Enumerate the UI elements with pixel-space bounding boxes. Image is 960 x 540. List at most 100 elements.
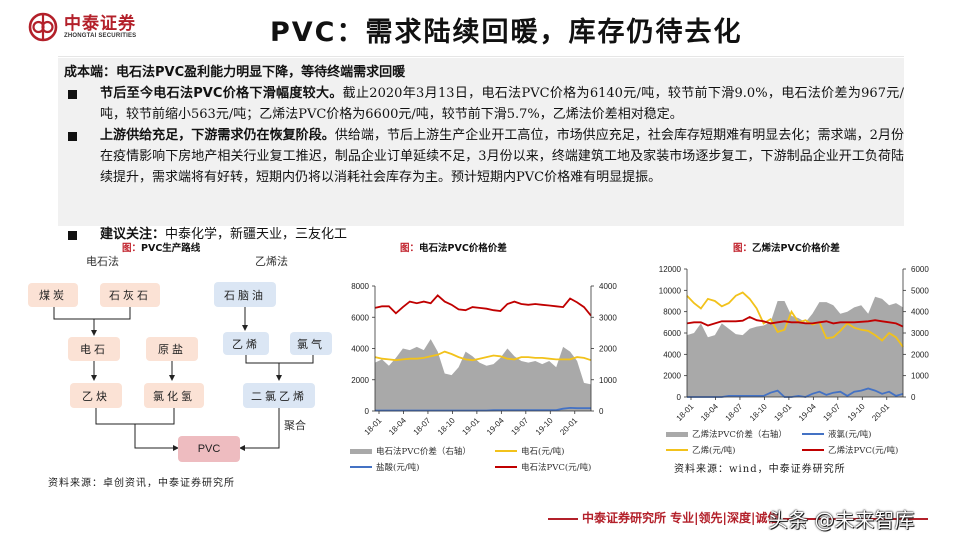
polymerization-label: 聚合 [284, 419, 306, 432]
footer-slogan: 中泰证券研究所 专业|领先|深度|诚信 [578, 509, 784, 526]
svg-text:6000: 6000 [663, 329, 681, 338]
legend-swatch-area [666, 431, 688, 437]
legend-swatch-line [350, 466, 372, 468]
legend-swatch-line [666, 449, 688, 451]
logo-chinese-name: 中泰证券 [64, 14, 136, 34]
route-label-ethylene: 乙烯法 [255, 255, 288, 268]
node-limestone: 石灰石 [100, 283, 160, 307]
logo-english-name: ZHONGTAI SECURITIES [64, 33, 137, 39]
svg-text:1000: 1000 [911, 372, 929, 381]
svg-text:19-10: 19-10 [846, 402, 867, 423]
chart2-source-note: 资料来源：wind，中泰证券研究所 [674, 464, 846, 475]
svg-text:20-01: 20-01 [870, 402, 891, 423]
svg-text:19-04: 19-04 [485, 416, 506, 435]
svg-text:2000: 2000 [599, 345, 617, 354]
header-divider [58, 56, 904, 57]
svg-text:0: 0 [911, 393, 916, 402]
svg-text:8000: 8000 [663, 308, 681, 317]
svg-text:19-07: 19-07 [821, 402, 842, 423]
svg-text:6000: 6000 [351, 313, 369, 322]
svg-text:12000: 12000 [659, 265, 682, 274]
bullet-square-icon [68, 231, 77, 240]
watermark: 头条 @未来智库 [768, 508, 915, 532]
node-calcium-carbide: 电石 [68, 337, 120, 361]
svg-text:18-01: 18-01 [675, 402, 696, 423]
recommendation-text: 中泰化学，新疆天业，三友化工 [165, 227, 348, 242]
svg-text:4000: 4000 [911, 308, 929, 317]
summary-background [58, 58, 904, 226]
svg-text:6000: 6000 [911, 265, 929, 274]
svg-text:19-01: 19-01 [772, 402, 793, 423]
page-title: PVC：需求陆续回暖，库存仍待去化 [270, 17, 743, 48]
svg-text:19-04: 19-04 [797, 402, 818, 423]
node-pvc: PVC [178, 436, 240, 462]
zhongtai-logo-icon [28, 12, 58, 42]
chart2-legend: 乙烯法PVC价差（右轴） 液氯(元/吨) 乙烯(元/吨) 乙烯法PVC(元/吨) [666, 428, 946, 458]
svg-text:20-01: 20-01 [558, 416, 579, 435]
footer: 中泰证券研究所 专业|领先|深度|诚信 头条 @未来智库 [0, 500, 960, 540]
svg-text:4000: 4000 [599, 282, 617, 291]
svg-text:5000: 5000 [911, 286, 929, 295]
svg-text:18-10: 18-10 [748, 402, 769, 423]
node-hydrogen-chloride: 氯化氢 [144, 383, 204, 408]
svg-text:18-07: 18-07 [412, 416, 433, 435]
chart1-title: 图：电石法PVC价格价差 [400, 243, 507, 254]
bullet-text: 截止2020年3月13日，电石法PVC价格为6140元/吨，较节前下滑9.0%，… [100, 86, 904, 122]
bullet-text: 供给端，节后上游生产企业开工高位，市场供应充足，社会库存短期难有明显去化；需求端… [100, 128, 904, 185]
header: 中泰证券 ZHONGTAI SECURITIES PVC：需求陆续回暖，库存仍待… [0, 0, 960, 58]
node-raw-salt: 原盐 [146, 337, 198, 361]
node-chlorine: 氯气 [290, 332, 332, 355]
svg-text:0: 0 [599, 407, 604, 416]
svg-text:4000: 4000 [663, 350, 681, 359]
svg-text:18-07: 18-07 [724, 402, 745, 423]
legend-swatch-line [495, 450, 517, 452]
recommendation-label: 建议关注： [100, 227, 166, 242]
svg-text:19-01: 19-01 [460, 416, 481, 435]
svg-text:2000: 2000 [351, 376, 369, 385]
summary-bullet: 节后至今电石法PVC价格下滑幅度较大。截止2020年3月13日，电石法PVC价格… [64, 83, 904, 125]
legend-swatch-area [350, 448, 372, 454]
node-acetylene: 乙炔 [70, 383, 122, 408]
node-naphtha: 石脑油 [214, 282, 276, 307]
svg-text:8000: 8000 [351, 282, 369, 291]
node-ethylene: 乙烯 [223, 332, 269, 355]
bullet-square-icon [68, 132, 77, 141]
svg-text:19-07: 19-07 [509, 416, 530, 435]
pvc-production-flowchart: 电石法 乙烯法 煤炭 石灰石 电石 原盐 乙炔 氯化氢 石脑油 乙烯 氯气 二氯… [0, 245, 332, 495]
flow-figure-title: 图：PVC生产路线 [122, 243, 201, 254]
svg-text:0: 0 [365, 407, 370, 416]
svg-text:1000: 1000 [599, 376, 617, 385]
svg-text:18-04: 18-04 [387, 416, 408, 435]
svg-text:2000: 2000 [911, 350, 929, 359]
recommendation: 建议关注：中泰化学，新疆天业，三友化工 [64, 224, 347, 245]
node-coal: 煤炭 [28, 283, 78, 307]
legend-swatch-line [802, 449, 824, 451]
svg-text:3000: 3000 [911, 329, 929, 338]
company-logo: 中泰证券 ZHONGTAI SECURITIES [28, 12, 136, 42]
chart2-title: 图：乙烯法PVC价格价差 [733, 243, 840, 254]
chart1-legend: 电石法PVC价差（右轴） 电石(元/吨) 盐酸(元/吨) 电石法PVC(元/吨) [350, 445, 630, 475]
svg-text:19-10: 19-10 [534, 416, 555, 435]
svg-text:2000: 2000 [663, 372, 681, 381]
legend-swatch-line [802, 433, 824, 435]
bullet-heading: 上游供给充足，下游需求仍在恢复阶段。 [100, 128, 335, 143]
summary-lead: 成本端：电石法PVC盈利能力明显下降，等待终端需求回暖 [64, 65, 406, 80]
svg-text:3000: 3000 [599, 313, 617, 322]
flow-connectors [53, 307, 314, 451]
route-label-carbide: 电石法 [86, 255, 119, 268]
svg-text:0: 0 [677, 393, 682, 402]
legend-swatch-line [495, 466, 517, 468]
node-dichloroethylene: 二氯乙烯 [243, 383, 315, 408]
ethylene-pvc-spread-chart: 0 2000 4000 6000 8000 10000 12000 0 1000 2000 3000… [659, 265, 930, 423]
summary-bullet: 上游供给充足，下游需求仍在恢复阶段。供给端，节后上游生产企业开工高位，市场供应充… [64, 125, 904, 188]
bullet-square-icon [68, 90, 77, 99]
flow-source-note: 资料来源：卓创资讯，中泰证券研究所 [48, 478, 235, 489]
svg-text:4000: 4000 [351, 345, 369, 354]
summary-section: 成本端：电石法PVC盈利能力明显下降，等待终端需求回暖 节后至今电石法PVC价格… [64, 62, 904, 188]
svg-text:18-04: 18-04 [699, 402, 720, 423]
bullet-heading: 节后至今电石法PVC价格下滑幅度较大。 [100, 86, 343, 101]
svg-text:18-10: 18-10 [436, 416, 457, 435]
svg-text:10000: 10000 [659, 286, 682, 295]
svg-text:18-01: 18-01 [363, 416, 384, 435]
